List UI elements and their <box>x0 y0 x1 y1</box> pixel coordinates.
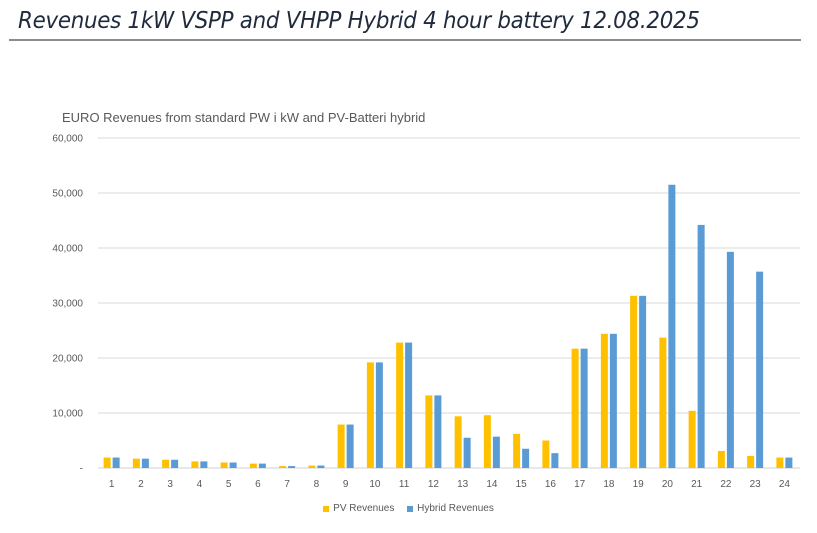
legend-item-pv: PV Revenues <box>323 503 394 514</box>
y-tick-label: 40,000 <box>52 244 83 255</box>
y-tick-label: 20,000 <box>52 354 83 365</box>
bar-hybrid-revenues <box>668 184 676 468</box>
bar-hybrid-revenues <box>375 362 383 468</box>
bar-pv-revenues <box>396 342 404 468</box>
y-axis-tick-labels: - 10,000 20,000 30,000 40,000 50,000 60,000 <box>52 134 83 475</box>
y-tick-label: 50,000 <box>52 189 83 200</box>
y-tick-label: - <box>80 464 83 475</box>
bar-pv-revenues <box>366 362 374 468</box>
x-tick-label: 23 <box>750 479 762 490</box>
x-tick-label: 13 <box>457 479 469 490</box>
legend-label-hybrid: Hybrid Revenues <box>417 503 494 514</box>
x-tick-label: 7 <box>284 479 290 490</box>
x-tick-label: 2 <box>138 479 144 490</box>
x-axis-tick-labels: 1 2 3 4 5 6 7 8 9 10 11 12 13 14 15 16 17 18 19 20 21 22 23 24 <box>109 479 791 490</box>
bar-pv-revenues <box>571 348 579 468</box>
bar-pv-revenues <box>542 440 550 468</box>
bar-hybrid-revenues <box>112 457 120 468</box>
bar-pv-revenues <box>513 433 521 468</box>
bar-hybrid-revenues <box>580 348 588 468</box>
bar-hybrid-revenues <box>609 333 617 468</box>
bar-hybrid-revenues <box>200 461 208 468</box>
x-tick-label: 17 <box>574 479 586 490</box>
bar-hybrid-revenues <box>697 224 705 468</box>
x-tick-label: 15 <box>516 479 528 490</box>
bar-hybrid-revenues <box>551 453 559 468</box>
bar-hybrid-revenues <box>434 395 442 468</box>
legend-item-hybrid: Hybrid Revenues <box>407 503 494 514</box>
x-tick-label: 21 <box>691 479 703 490</box>
bar-pv-revenues <box>103 457 111 468</box>
y-tick-label: 60,000 <box>52 134 83 145</box>
bar-hybrid-revenues <box>258 463 266 468</box>
x-tick-label: 22 <box>720 479 732 490</box>
gridlines <box>98 137 800 469</box>
bar-hybrid-revenues <box>785 457 793 468</box>
bar-pv-revenues <box>747 455 755 468</box>
x-tick-label: 24 <box>779 479 791 490</box>
legend-label-pv: PV Revenues <box>333 503 395 514</box>
x-tick-label: 9 <box>343 479 349 490</box>
bar-hybrid-revenues <box>463 437 471 468</box>
bar-hybrid-revenues <box>726 251 734 468</box>
page-title: Revenues 1kW VSPP and VHPP Hybrid 4 hour… <box>18 8 700 34</box>
bar-pv-revenues <box>659 337 667 468</box>
x-tick-label: 19 <box>633 479 645 490</box>
x-tick-label: 11 <box>399 479 410 490</box>
bar-hybrid-revenues <box>288 466 296 468</box>
x-tick-label: 12 <box>428 479 440 490</box>
x-tick-label: 3 <box>167 479 173 490</box>
bar-pv-revenues <box>483 415 491 468</box>
bar-hybrid-revenues <box>492 436 500 468</box>
y-tick-label: 30,000 <box>52 299 83 310</box>
title-underline <box>9 39 801 41</box>
bar-pv-revenues <box>776 457 784 468</box>
bar-pv-revenues <box>630 295 638 468</box>
legend-swatch-pv <box>323 505 330 512</box>
bar-pv-revenues <box>279 466 287 468</box>
chart-title: EURO Revenues from standard PW i kW and … <box>62 110 426 125</box>
x-tick-label: 14 <box>486 479 498 490</box>
bar-hybrid-revenues <box>522 448 530 468</box>
bar-pv-revenues <box>425 395 433 468</box>
bar-pv-revenues <box>337 424 345 468</box>
bar-pv-revenues <box>162 459 170 468</box>
x-tick-label: 1 <box>109 479 115 490</box>
x-tick-label: 18 <box>603 479 615 490</box>
x-tick-label: 8 <box>314 479 320 490</box>
legend-swatch-hybrid <box>407 505 414 512</box>
bar-pv-revenues <box>688 410 696 468</box>
bar-hybrid-revenues <box>405 342 413 468</box>
x-tick-label: 4 <box>197 479 203 490</box>
bar-pv-revenues <box>600 333 608 468</box>
bar-pv-revenues <box>132 458 140 468</box>
x-tick-label: 10 <box>369 479 381 490</box>
legend: PV Revenues Hybrid Revenues <box>0 503 817 515</box>
bar-hybrid-revenues <box>756 271 764 468</box>
y-tick-label: 10,000 <box>52 409 83 420</box>
x-tick-label: 6 <box>255 479 261 490</box>
bar-hybrid-revenues <box>229 462 237 468</box>
bar-hybrid-revenues <box>141 458 149 468</box>
bar-pv-revenues <box>717 450 725 468</box>
bar-hybrid-revenues <box>639 295 647 468</box>
bar-hybrid-revenues <box>171 459 179 468</box>
bar-pv-revenues <box>191 461 199 468</box>
bar-pv-revenues <box>220 462 228 468</box>
bar-pv-revenues <box>249 463 257 468</box>
x-tick-label: 16 <box>545 479 557 490</box>
x-tick-label: 5 <box>226 479 232 490</box>
bars <box>103 184 793 468</box>
bar-hybrid-revenues <box>317 465 325 468</box>
bar-pv-revenues <box>454 416 462 468</box>
x-tick-label: 20 <box>662 479 674 490</box>
bar-hybrid-revenues <box>346 424 354 468</box>
bar-pv-revenues <box>308 465 316 468</box>
